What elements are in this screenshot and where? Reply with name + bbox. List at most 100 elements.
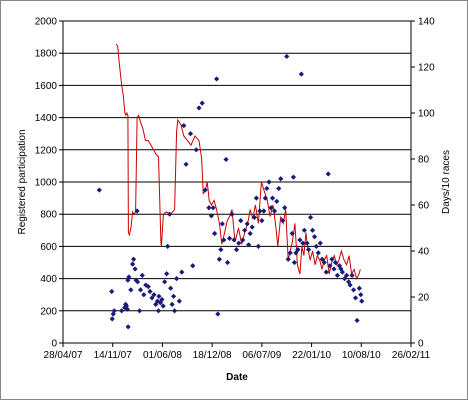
participation-point — [339, 269, 345, 275]
participation-point — [255, 243, 261, 249]
participation-point — [317, 240, 323, 246]
participation-point — [285, 256, 291, 262]
participation-point — [304, 240, 310, 246]
participation-point — [125, 277, 131, 283]
participation-point — [124, 306, 130, 312]
participation-point — [151, 292, 157, 298]
participation-point — [298, 71, 304, 77]
participation-point — [231, 237, 237, 243]
participation-point — [307, 214, 314, 221]
participation-point — [125, 324, 131, 330]
participation-point — [280, 218, 286, 224]
participation-point — [156, 293, 162, 299]
participation-point — [356, 285, 362, 291]
participation-point — [344, 272, 350, 278]
y-left-tick-label: 200 — [40, 306, 57, 317]
participation-point — [149, 295, 155, 301]
participation-point — [323, 269, 329, 275]
participation-point — [96, 187, 102, 193]
participation-point — [159, 296, 165, 303]
participation-point — [278, 176, 284, 182]
participation-point — [297, 237, 303, 243]
participation-point — [215, 311, 221, 317]
participation-point — [358, 292, 364, 298]
participation-point — [289, 230, 295, 237]
participation-point — [171, 293, 177, 299]
participation-point — [233, 247, 240, 253]
participation-point — [193, 147, 199, 153]
y-left-tick-label: 1800 — [35, 49, 58, 60]
x-tick-label: 10/08/10 — [342, 350, 381, 361]
participation-point — [172, 308, 178, 314]
x-tick-label: 06/07/09 — [242, 350, 281, 361]
participation-point — [247, 230, 253, 237]
participation-point — [179, 269, 185, 275]
y-right-tick-label: 120 — [418, 63, 435, 74]
participation-point — [229, 211, 235, 217]
participation-point — [287, 250, 293, 256]
participation-point — [208, 213, 214, 219]
x-tick-label: 01/06/08 — [143, 350, 182, 361]
participation-point — [126, 274, 132, 280]
participation-point — [137, 287, 144, 293]
participation-point — [332, 259, 339, 266]
participation-point — [274, 198, 280, 204]
participation-point — [143, 282, 149, 288]
participation-point — [253, 195, 259, 201]
y-left-tick-label: 2000 — [35, 17, 58, 28]
participation-point — [350, 287, 357, 293]
participation-point — [291, 259, 298, 266]
participation-point — [313, 243, 319, 249]
participation-point — [242, 227, 248, 233]
participation-point — [262, 195, 268, 201]
participation-point — [196, 105, 202, 111]
participation-point — [162, 279, 168, 285]
participation-point — [134, 208, 140, 214]
participation-point — [199, 100, 205, 106]
y2-axis-label: Days/10 races — [441, 150, 452, 214]
participation-point — [164, 271, 170, 277]
y-right-tick-label: 20 — [418, 293, 430, 304]
participation-point — [240, 237, 246, 243]
y-right-tick-label: 100 — [418, 109, 435, 120]
y-right-tick-label: 80 — [418, 155, 430, 166]
y-right-tick-label: 60 — [418, 201, 430, 212]
y-right-tick-label: 0 — [418, 339, 424, 350]
participation-point — [212, 230, 218, 237]
participation-point — [309, 227, 316, 233]
participation-point — [155, 308, 162, 314]
participation-point — [109, 316, 115, 322]
y-right-tick-label: 140 — [418, 17, 435, 28]
y-left-tick-label: 1200 — [35, 145, 58, 156]
participation-point — [169, 301, 175, 307]
participation-point — [219, 221, 225, 227]
participation-scatter-series — [96, 53, 365, 330]
participation-point — [160, 303, 166, 309]
participation-point — [290, 174, 297, 180]
participation-point — [176, 298, 182, 304]
y-left-tick-label: 1400 — [35, 113, 58, 124]
participation-point — [119, 308, 125, 314]
participation-point — [249, 224, 255, 230]
participation-point — [282, 205, 288, 211]
participation-point — [214, 76, 220, 82]
participation-point — [284, 53, 290, 60]
participation-point — [295, 247, 301, 253]
y-axis-label: Registered participation — [17, 129, 28, 234]
participation-point — [300, 240, 306, 246]
participation-point — [238, 218, 244, 224]
participation-point — [123, 303, 129, 309]
participation-point — [246, 242, 252, 248]
participation-point — [190, 263, 196, 269]
participation-point — [251, 214, 257, 221]
participation-point — [128, 287, 134, 293]
participation-point — [327, 263, 333, 269]
participation-point — [331, 266, 337, 272]
participation-point — [218, 247, 224, 253]
participation-point — [349, 272, 355, 278]
participation-point — [183, 161, 189, 167]
y-left-ticks: 0 200 400 600 800 1000 1200 1400 1600 1800 2000 — [35, 17, 63, 350]
y-left-tick-label: 600 — [40, 242, 57, 253]
participation-point — [319, 256, 325, 262]
participation-point — [311, 234, 318, 240]
